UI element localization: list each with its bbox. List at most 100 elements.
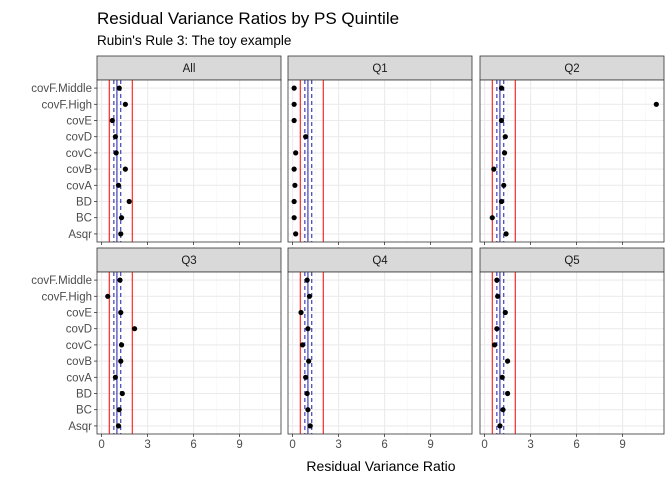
data-point xyxy=(291,198,297,205)
data-point xyxy=(498,198,505,205)
data-point xyxy=(501,150,508,156)
data-point xyxy=(498,85,505,91)
data-point xyxy=(299,342,306,348)
data-point xyxy=(113,150,119,156)
strip-label: Q1 xyxy=(372,63,387,75)
data-point xyxy=(494,326,500,332)
x-tick-label: 0 xyxy=(289,439,295,451)
data-point xyxy=(116,85,122,91)
data-point xyxy=(291,85,297,91)
y-tick-label: covC xyxy=(66,148,92,160)
x-tick-label: 0 xyxy=(481,439,487,451)
panel-border xyxy=(287,79,473,243)
data-point xyxy=(489,215,495,221)
data-point xyxy=(122,166,128,172)
data-point xyxy=(304,390,310,397)
strip-label: Q3 xyxy=(181,255,196,267)
y-tick-label: covD xyxy=(66,132,92,144)
data-point xyxy=(122,101,128,107)
strip-label: All xyxy=(183,63,196,75)
data-point xyxy=(115,182,122,188)
data-point xyxy=(293,150,299,156)
x-tick-label: 9 xyxy=(236,439,242,451)
data-point xyxy=(306,293,313,299)
y-tick-label: covE xyxy=(66,116,92,128)
panel-q2: Q20369 xyxy=(479,55,665,259)
panel-background xyxy=(480,272,664,434)
data-point xyxy=(497,423,503,429)
y-tick-label: BD xyxy=(76,197,92,209)
y-tick-label: covA xyxy=(66,372,92,384)
data-point xyxy=(502,309,508,316)
data-point xyxy=(112,374,118,380)
data-point xyxy=(505,358,511,364)
x-tick-label: 9 xyxy=(427,439,433,451)
data-point xyxy=(503,231,509,237)
data-point xyxy=(505,390,511,397)
x-tick-label: 3 xyxy=(335,439,341,451)
x-tick-label: 0 xyxy=(98,439,104,451)
data-point xyxy=(131,326,138,332)
data-point xyxy=(291,166,297,172)
chart-title: Residual Variance Ratios by PS Quintile xyxy=(97,9,399,28)
y-tick-label: covB xyxy=(66,356,92,368)
data-point xyxy=(495,293,501,299)
data-point xyxy=(293,231,299,237)
panel-border xyxy=(479,79,665,243)
panel-background xyxy=(97,80,281,242)
data-point xyxy=(499,374,505,380)
x-tick-label: 3 xyxy=(144,439,150,451)
data-point xyxy=(304,277,310,283)
data-point xyxy=(653,101,659,107)
data-point xyxy=(303,134,309,140)
panel-background xyxy=(480,80,664,242)
y-tick-label: covF.High xyxy=(42,291,93,303)
panel-border xyxy=(96,79,282,243)
panel-background xyxy=(97,272,281,434)
data-point xyxy=(112,134,118,140)
data-point xyxy=(118,309,124,316)
data-point xyxy=(502,134,508,140)
strip-label: Q4 xyxy=(372,255,388,267)
data-point xyxy=(291,117,297,124)
y-tick-label: BD xyxy=(76,389,92,401)
y-tick-label: covE xyxy=(66,308,92,320)
data-point xyxy=(118,342,125,348)
panel-q3: Q3 covF.Middle covF.High covE covD covC covB co… xyxy=(31,247,282,451)
y-tick-label: covC xyxy=(66,340,92,352)
panel-border xyxy=(479,271,665,435)
data-point xyxy=(109,117,115,124)
panel-q5: Q5 0 3 6 9 xyxy=(479,247,665,451)
panel-border xyxy=(287,271,473,435)
data-point xyxy=(500,407,506,413)
y-tick-label: BC xyxy=(76,213,92,225)
data-point xyxy=(126,198,132,205)
data-point xyxy=(118,215,125,221)
panel-q4: Q4 0 3 6 9 xyxy=(287,247,473,451)
x-axis-title: Residual Variance Ratio xyxy=(306,458,455,474)
facet-panels: All covF.Middle covF.High covE covD covC covB c… xyxy=(31,55,665,451)
data-point xyxy=(303,374,309,380)
panel-background xyxy=(288,80,472,242)
data-point xyxy=(117,277,123,283)
data-point xyxy=(116,407,122,413)
strip-label: Q2 xyxy=(564,63,579,75)
strip-all xyxy=(96,55,282,81)
data-point xyxy=(501,182,507,188)
x-tick-label: 6 xyxy=(573,439,579,451)
panel-background xyxy=(288,272,472,434)
panel-border xyxy=(96,271,282,435)
data-point xyxy=(491,166,497,172)
panel-q1: Q10369 xyxy=(287,55,473,259)
chart-subtitle: Rubin's Rule 3: The toy example xyxy=(97,33,291,48)
data-point xyxy=(118,231,124,237)
x-tick-label: 3 xyxy=(527,439,533,451)
strip-q5 xyxy=(479,247,665,273)
data-point xyxy=(115,423,122,429)
y-tick-label: covA xyxy=(66,180,92,192)
y-tick-label: covF.High xyxy=(42,99,93,111)
data-point xyxy=(306,358,312,364)
data-point xyxy=(291,101,297,107)
y-tick-label: covB xyxy=(66,164,92,176)
